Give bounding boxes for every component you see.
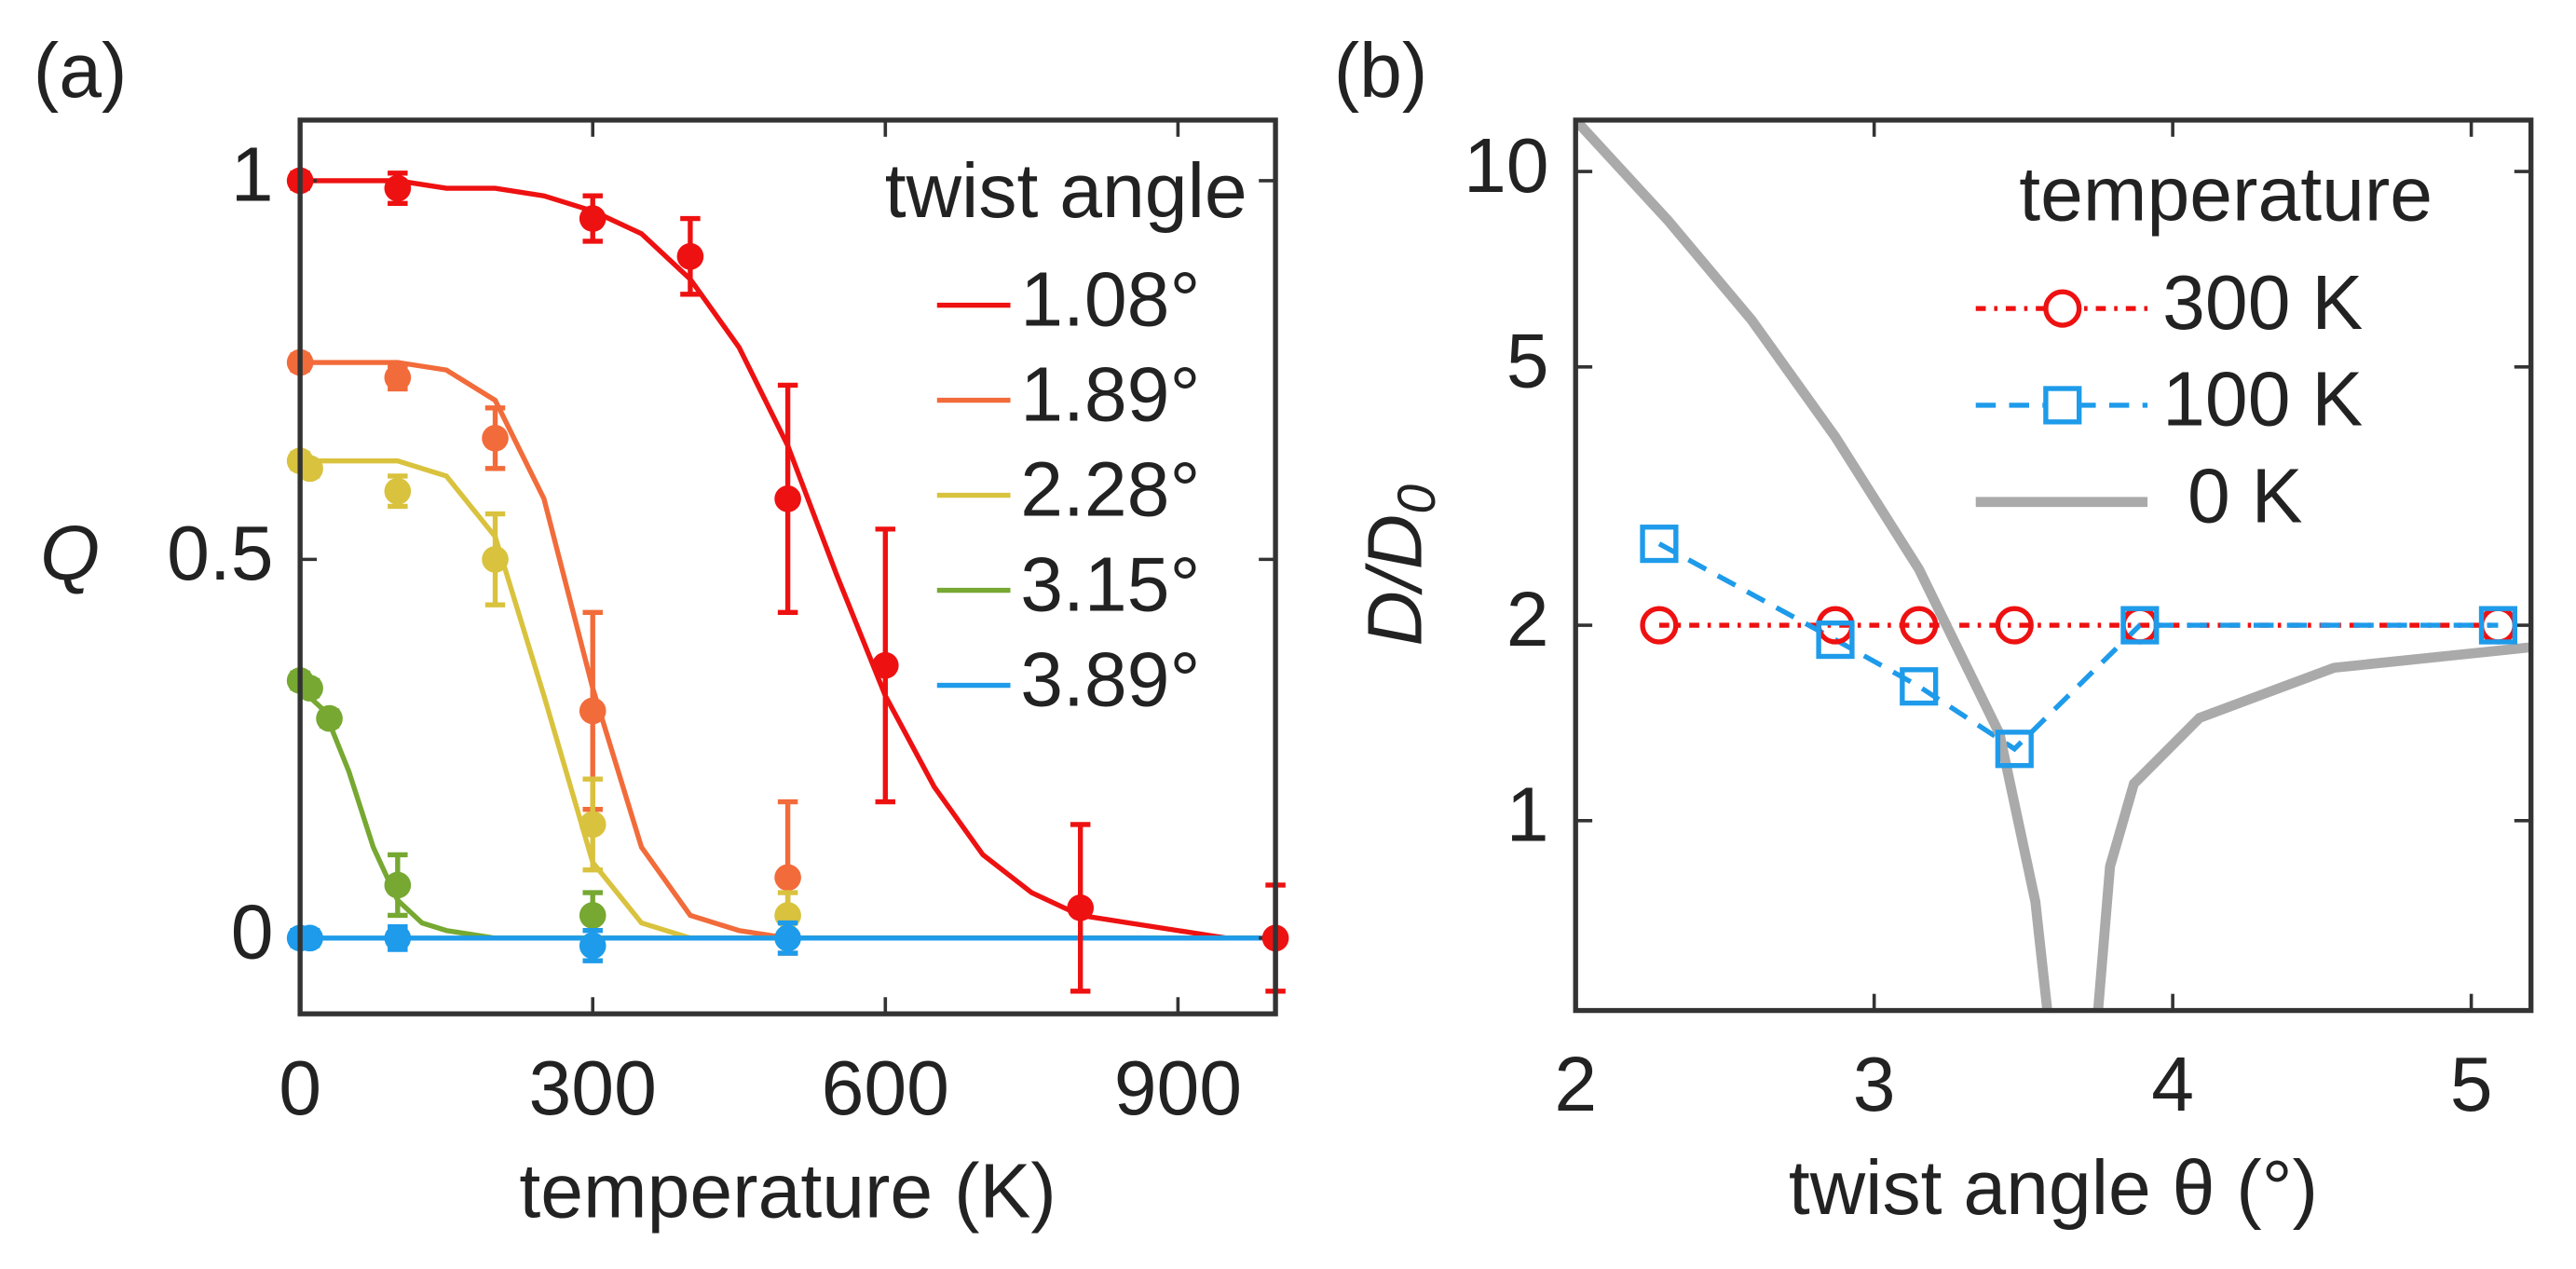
marker xyxy=(774,864,801,892)
y-tick-label: 5 xyxy=(1506,319,1549,404)
marker xyxy=(384,924,412,952)
legend-label: 1.89° xyxy=(1020,351,1200,437)
marker xyxy=(2478,606,2518,645)
x-tick-label: 0 xyxy=(279,1045,321,1131)
marker xyxy=(482,425,509,452)
series-line xyxy=(1575,119,2052,1011)
panel-label: (a) xyxy=(34,28,128,114)
marker xyxy=(384,174,412,202)
plot-area xyxy=(1575,119,2531,1011)
legend-title: temperature xyxy=(2019,152,2433,238)
legend-marker xyxy=(2043,386,2082,425)
y-tick-label: 1 xyxy=(1506,772,1549,858)
marker xyxy=(384,363,412,391)
marker xyxy=(1995,606,2034,645)
legend-label: 100 K xyxy=(2162,357,2363,443)
marker xyxy=(296,675,323,702)
marker xyxy=(1900,606,1939,645)
marker xyxy=(871,651,899,679)
marker xyxy=(384,871,412,899)
x-axis-label: twist angle θ (°) xyxy=(1789,1145,2318,1231)
marker xyxy=(2120,606,2160,645)
x-axis-label: temperature (K) xyxy=(519,1149,1056,1235)
y-axis-label-main: D/D xyxy=(1352,514,1438,647)
x-tick-label: 4 xyxy=(2151,1042,2194,1127)
y-axis-label-sub: 0 xyxy=(1387,484,1447,514)
legend-label: 2.28° xyxy=(1020,446,1200,532)
marker xyxy=(1816,621,1855,660)
legend-label: 300 K xyxy=(2162,260,2363,346)
x-tick-label: 300 xyxy=(529,1045,657,1131)
marker xyxy=(296,455,323,483)
marker xyxy=(579,932,607,960)
y-axis-label: D/D0 xyxy=(1352,484,1447,647)
legend-label: 3.89° xyxy=(1020,636,1200,722)
marker xyxy=(774,485,801,512)
legend-label: 3.15° xyxy=(1020,541,1200,627)
x-tick-label: 3 xyxy=(1853,1042,1896,1127)
legend-title: twist angle xyxy=(885,148,1247,234)
fit-curve xyxy=(300,360,1276,941)
fit-curve xyxy=(300,458,1276,941)
x-tick-label: 5 xyxy=(2450,1042,2493,1127)
y-tick-label: 2 xyxy=(1506,577,1549,662)
y-tick-label: 0.5 xyxy=(167,511,273,596)
axes-frame xyxy=(297,117,1278,1017)
y-axis-label: Q xyxy=(40,511,100,596)
marker xyxy=(1640,606,1679,645)
marker xyxy=(384,477,412,505)
series-line xyxy=(2092,642,2531,1011)
x-tick-label: 900 xyxy=(1114,1045,1242,1131)
series-line xyxy=(1657,541,2499,753)
marker xyxy=(1640,525,1679,564)
marker xyxy=(482,546,509,573)
y-tick-label: 10 xyxy=(1464,123,1549,209)
marker xyxy=(1067,894,1095,921)
marker xyxy=(316,704,343,732)
y-tick-label: 1 xyxy=(231,132,274,218)
marker xyxy=(579,902,607,929)
legend-marker xyxy=(2043,289,2082,328)
x-tick-label: 2 xyxy=(1554,1042,1597,1127)
legend-label: 0 K xyxy=(2188,453,2303,539)
marker xyxy=(579,697,607,725)
panel-label: (b) xyxy=(1334,28,1428,114)
y-tick-label: 0 xyxy=(231,890,274,976)
marker xyxy=(1995,730,2034,769)
x-tick-label: 600 xyxy=(822,1045,949,1131)
marker xyxy=(296,924,323,952)
marker xyxy=(676,242,704,270)
marker xyxy=(579,205,607,232)
legend-label: 1.08° xyxy=(1020,256,1200,342)
marker xyxy=(774,924,801,952)
marker xyxy=(579,811,607,839)
axes-frame xyxy=(1573,117,2534,1014)
marker xyxy=(1900,667,1939,706)
